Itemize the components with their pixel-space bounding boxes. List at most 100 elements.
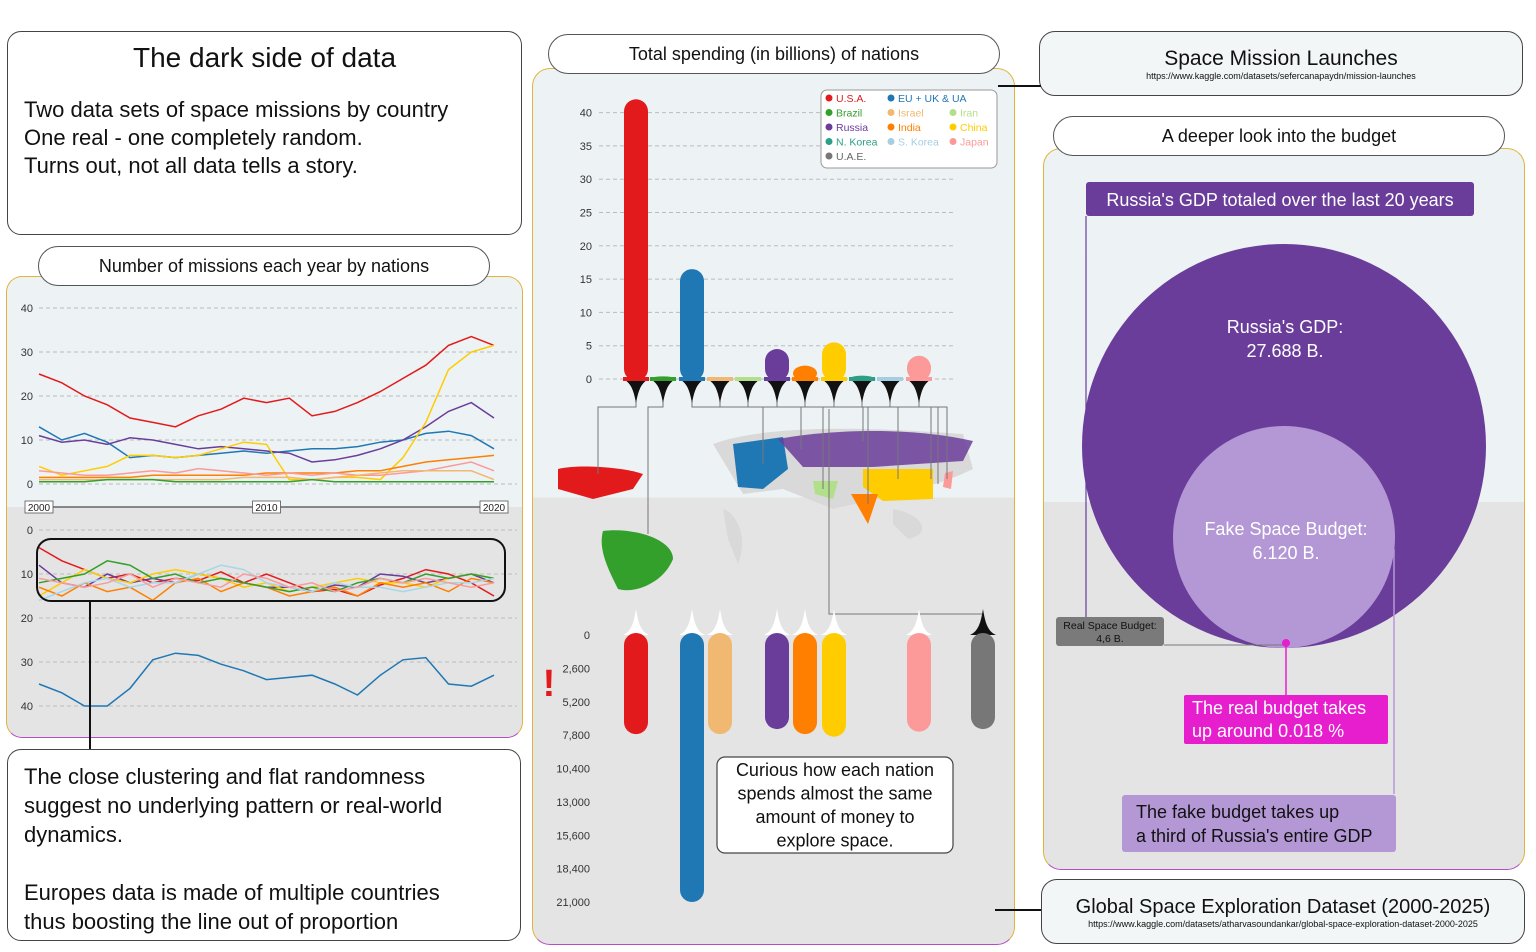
y-tick-label: 2,600 (562, 663, 590, 675)
series-line (38, 573, 495, 593)
bar-stem (877, 379, 903, 403)
series-line (38, 577, 495, 602)
y-tick-label: 7,800 (562, 730, 590, 742)
legend-label: Israel (898, 108, 924, 120)
x-tick-label: 2020 (483, 503, 506, 514)
map-connector (647, 401, 664, 534)
budget-chart: Russia's GDP totaled over the last 20 ye… (1056, 182, 1486, 852)
intro-line: Turns out, not all data tells a story. (24, 153, 358, 178)
spending-panel: 0 5 10 15 20 25 30 35 40 U.S.A. EU + UK & UA Brazil… (532, 68, 1015, 945)
global-dataset-url[interactable]: https://www.kaggle.com/datasets/atharvas… (1088, 919, 1478, 929)
missions-panel: 0 10 20 30 40 2000 2010 2020 0 10 20 30 40 (6, 276, 523, 738)
page-title: The dark side of data (132, 42, 397, 73)
bar-stem (764, 609, 790, 635)
inv-bar-India (793, 633, 817, 735)
map-europe (733, 437, 788, 489)
bar-stem (679, 609, 705, 635)
x-tick-label: 2000 (28, 503, 51, 514)
bar-stem (821, 609, 847, 635)
map-connector (918, 401, 948, 479)
legend-swatch (949, 109, 957, 116)
y-tick-label: 20 (21, 391, 33, 403)
launch-dataset-url[interactable]: https://www.kaggle.com/datasets/sefercan… (1146, 71, 1416, 81)
bar-stem (821, 379, 847, 403)
map-russia (778, 431, 973, 467)
intro-line: One real - one completely random. (24, 125, 363, 150)
x-tick-box (252, 500, 281, 514)
inv-bar-EU + UK & UA (680, 633, 704, 902)
x-tick-box (24, 500, 54, 514)
y-tick-label: 35 (580, 141, 592, 153)
y-tick-label: 0 (27, 525, 33, 537)
fake-note-line: The fake budget takes up (1136, 802, 1339, 822)
map-connector (597, 401, 637, 474)
gdp-value: 27.688 B. (1246, 341, 1323, 361)
bar-stem (906, 379, 932, 403)
x-tick-label: 2010 (255, 503, 278, 514)
legend-swatch (887, 123, 895, 131)
map-china (863, 469, 933, 501)
intro-box: The dark side of data Two data sets of s… (7, 31, 522, 235)
bar-stem (679, 379, 705, 403)
header-connector (1058, 216, 1087, 625)
bar-stem (707, 609, 733, 635)
inv-bar-Israel (708, 633, 732, 735)
legend-swatch (887, 109, 895, 116)
y-tick-label: 20 (580, 241, 592, 253)
bar-stem (970, 609, 996, 635)
bar-stem (623, 379, 649, 403)
legend-swatch (825, 152, 833, 160)
legend-label: N. Korea (836, 137, 878, 149)
y-tick-label: 13,000 (556, 797, 590, 809)
curious-box-bg (716, 756, 954, 854)
intro-text: Two data sets of space missions by count… (24, 96, 448, 180)
map-land (723, 509, 743, 564)
spending-chart: 0 5 10 15 20 25 30 35 40 U.S.A. EU + UK & UA Brazil… (543, 89, 998, 909)
bar-Japan (907, 355, 931, 381)
legend-swatch (825, 138, 833, 145)
inv-bar-U.S.A. (624, 633, 648, 735)
inv-bar-Russia (765, 633, 789, 730)
bar-cap (679, 377, 705, 381)
real-note-line: The real budget takes (1192, 698, 1366, 718)
y-tick-label: 15 (580, 274, 592, 286)
series-line (38, 564, 495, 602)
series-line (39, 478, 494, 483)
global-dataset-box: Global Space Exploration Dataset (2000-2… (1041, 879, 1525, 944)
real-budget-box (1056, 617, 1164, 646)
map-usa (558, 466, 643, 499)
y-tick-label: 5 (586, 341, 592, 353)
y-tick-label: 25 (580, 208, 592, 220)
series-line (38, 546, 495, 597)
warning-mark: ! (543, 663, 556, 705)
y-tick-label: 40 (21, 303, 33, 315)
real-note-box (1184, 695, 1388, 744)
bar-China (822, 342, 846, 381)
map-connector (889, 401, 939, 484)
spending-title: Total spending (in billions) of nations (548, 34, 1000, 74)
note-line: thus boosting the line out of proportion (24, 909, 399, 934)
y-tick-label: 30 (21, 347, 33, 359)
launch-dataset-title: Space Mission Launches (1164, 47, 1398, 70)
y-tick-label: 5,200 (562, 697, 590, 709)
y-tick-label: 15,600 (556, 830, 590, 842)
fake-budget-circle (1173, 426, 1395, 648)
legend-label: India (898, 122, 921, 134)
cluster-highlight (36, 538, 506, 602)
y-tick-label: 20 (21, 613, 33, 625)
legend-label: Russia (836, 122, 868, 134)
series-line (38, 560, 495, 593)
bar-cap (877, 377, 903, 381)
real-budget-label: Real Space Budget: (1063, 620, 1156, 632)
legend-swatch (825, 109, 833, 116)
intro-line: Two data sets of space missions by count… (24, 97, 449, 122)
y-tick-label: 10 (580, 307, 592, 319)
legend-swatch (949, 123, 957, 131)
bar-cap (849, 377, 875, 381)
y-tick-label: 30 (21, 657, 33, 669)
legend-label: Japan (960, 137, 989, 149)
bar-stem (906, 609, 932, 635)
bar-stem (764, 379, 790, 403)
bar-cap (650, 377, 676, 381)
bar-cap (821, 377, 847, 381)
